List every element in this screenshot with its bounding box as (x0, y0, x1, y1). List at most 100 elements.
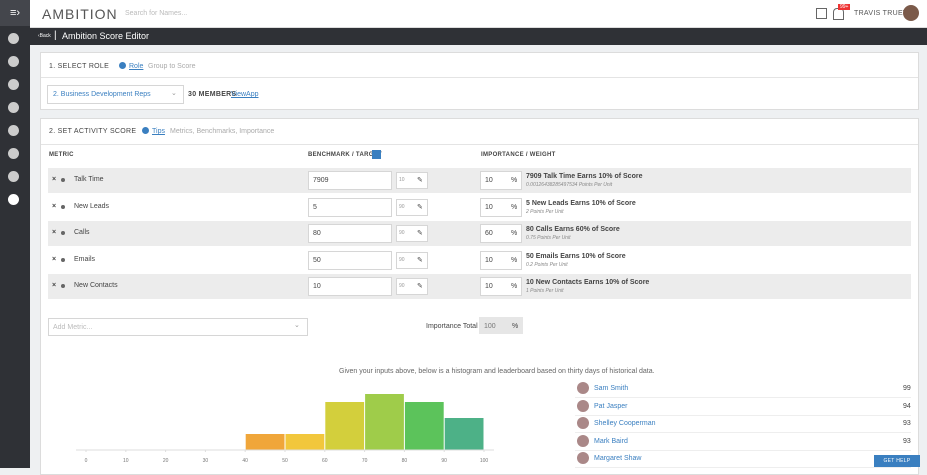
help-button[interactable]: Get Help (874, 455, 920, 467)
leader-name[interactable]: Shelley Cooperman (594, 420, 656, 427)
view-link[interactable]: ViewApp (231, 91, 259, 98)
members: 30 Members (188, 91, 237, 98)
add-metric[interactable]: Add Metric... ⌄ (48, 318, 308, 336)
leader-score: 93 (903, 437, 911, 445)
leader-name[interactable]: Pat Jasper (594, 402, 628, 410)
importance-total-label: Importance Total (426, 323, 478, 330)
avatar[interactable] (903, 5, 919, 21)
target-select[interactable]: 90 ✎ (396, 198, 428, 216)
leader-name[interactable]: Mark Baird (594, 437, 628, 445)
histogram-bar (245, 434, 285, 450)
histogram-caption: Given your inputs above, below is a hist… (339, 368, 655, 375)
divider-line (41, 77, 918, 78)
edit-icon[interactable] (816, 8, 827, 19)
importance-input[interactable]: 10% (480, 250, 522, 270)
avatar[interactable] (577, 417, 589, 429)
nav-icon[interactable] (8, 102, 19, 113)
remove-icon[interactable]: × (52, 176, 57, 183)
edit-icon[interactable]: ✎ (417, 256, 423, 264)
drag-icon[interactable] (61, 204, 65, 209)
edit-icon[interactable]: ✎ (417, 203, 423, 211)
benchmark-input[interactable]: 80 (308, 224, 392, 243)
remove-icon[interactable]: × (52, 255, 57, 263)
nav-icon[interactable] (8, 148, 19, 159)
benchmark-input[interactable]: 50 (308, 250, 392, 270)
metric-name: New Leads (74, 202, 110, 210)
x-tick-label: 60 (322, 458, 328, 464)
gear-icon (142, 127, 149, 134)
tab[interactable]: Role (129, 63, 144, 70)
importance-input[interactable]: 10% (480, 277, 522, 296)
metric-name: Calls (74, 229, 90, 236)
remove-icon[interactable]: × (52, 229, 57, 236)
benchmark: 5 (313, 203, 317, 211)
benchmark-input[interactable]: 10 (308, 277, 392, 296)
avatar[interactable] (577, 452, 589, 464)
nav-icon[interactable] (8, 194, 19, 205)
nav-icon[interactable] (8, 33, 19, 44)
nav-icon[interactable] (8, 79, 19, 90)
target: 10 (399, 177, 405, 183)
tab[interactable]: Group to Score (148, 63, 196, 70)
avatar[interactable] (577, 382, 589, 394)
summary: 7909 Talk Time Earns 10% of Score (526, 173, 643, 180)
drag-icon[interactable] (61, 231, 65, 235)
search[interactable]: Search for Names... (125, 10, 188, 17)
importance-input[interactable]: 60% (480, 224, 522, 243)
caret: ⌄ (171, 90, 177, 97)
leader-name[interactable]: Margaret Shaw (594, 455, 642, 462)
divider: | (54, 30, 57, 41)
summary: 10 New Contacts Earns 10% of Score (526, 279, 650, 286)
role-select[interactable]: 2. Business Development Reps ⌄ (47, 85, 184, 104)
menu-button[interactable]: ≡› (0, 0, 30, 26)
points: 0.2 Points Per Unit (526, 261, 568, 268)
tips-link[interactable]: Tips (152, 128, 165, 135)
info-button[interactable] (372, 150, 381, 159)
drag-icon[interactable] (61, 284, 65, 288)
benchmark: 7909 (313, 177, 329, 184)
back-link[interactable]: ‹Back (38, 33, 51, 39)
target-select[interactable]: 90 ✎ (396, 251, 428, 269)
benchmark-input[interactable]: 5 (308, 197, 392, 217)
histogram-bar (404, 402, 444, 450)
metric-name: Emails (74, 255, 96, 263)
edit-icon[interactable]: ✎ (417, 230, 423, 237)
target-select[interactable]: 90 ✎ (396, 278, 428, 295)
leader-divider (575, 432, 911, 433)
importance-input[interactable]: 10% (480, 197, 522, 217)
nav-icon[interactable] (8, 171, 19, 182)
target-select[interactable]: 10 ✎ (396, 172, 428, 189)
placeholder: Add Metric... (53, 324, 93, 331)
metric-row: × Calls 80 90 ✎ 60% 80 Calls Earns 60% of Scor… (48, 221, 911, 246)
importance: 10 (485, 203, 493, 211)
avatar[interactable] (577, 399, 589, 412)
benchmark-input[interactable]: 7909 (308, 171, 392, 190)
user-name[interactable]: Travis Truett (854, 10, 913, 17)
edit-icon[interactable]: ✎ (417, 177, 423, 184)
importance: 10 (485, 256, 493, 264)
importance: 60 (485, 230, 493, 237)
target-select[interactable]: 90 ✎ (396, 225, 428, 242)
drag-icon[interactable] (61, 257, 65, 262)
edit-icon[interactable]: ✎ (417, 283, 423, 290)
leader-name[interactable]: Sam Smith (594, 385, 629, 392)
benchmark: 50 (313, 256, 321, 264)
nav-icon[interactable] (8, 56, 19, 67)
column-header: Importance / Weight (481, 152, 556, 158)
leader-score: 94 (903, 402, 911, 410)
role-value: 2. Business Development Reps (53, 91, 151, 98)
x-tick-label: 10 (123, 458, 129, 464)
remove-icon[interactable]: × (52, 202, 57, 210)
importance-input[interactable]: 10% (480, 171, 522, 190)
title-bar: ‹Back | Ambition Score Editor (30, 28, 927, 45)
summary: 80 Calls Earns 60% of Score (526, 226, 620, 233)
target: 90 (399, 283, 405, 289)
nav-icon[interactable] (8, 125, 19, 136)
logo[interactable]: AMBITION (42, 6, 118, 22)
x-tick-label: 0 (85, 458, 88, 464)
avatar[interactable] (577, 434, 589, 447)
remove-icon[interactable]: × (52, 282, 57, 289)
drag-icon[interactable] (61, 178, 65, 182)
target: 90 (399, 256, 405, 263)
